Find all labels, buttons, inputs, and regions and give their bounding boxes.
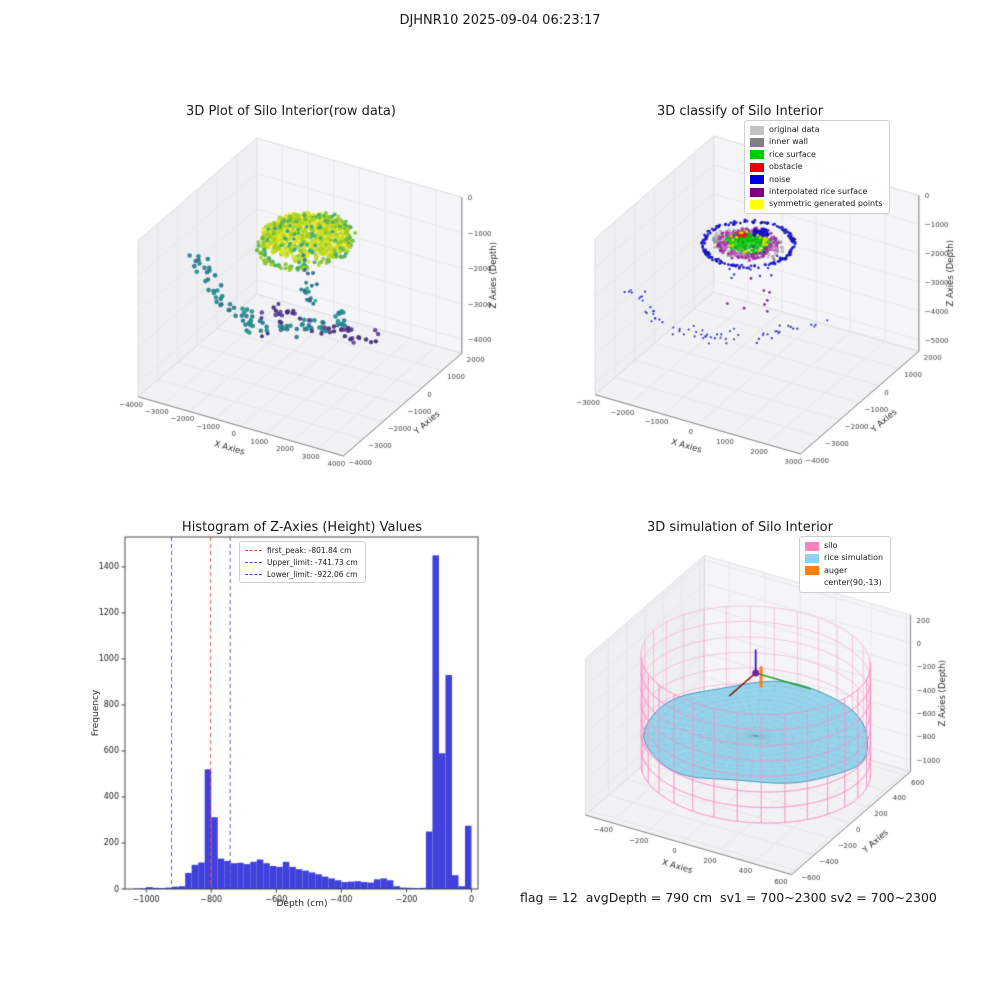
legend-item: interpolated rice surface (750, 187, 882, 197)
legend-color-patch (750, 162, 764, 172)
legend-label: Upper_limit: -741.73 cm (267, 557, 358, 567)
legend-color-patch (750, 175, 764, 185)
legend-label: noise (769, 174, 791, 184)
legend-label: first_peak: -801.84 cm (267, 546, 352, 555)
legend-item: noise (750, 175, 882, 185)
legend-label: Lower_limit: -922.06 cm (267, 569, 358, 579)
hist-ylabel: Frequency (91, 689, 101, 737)
legend-item: original data (750, 125, 882, 135)
legend-item: obstacle (750, 162, 882, 172)
legend-label: interpolated rice surface (769, 186, 868, 196)
legend-item: inner wall (750, 137, 882, 148)
legend-item: rice surface (750, 150, 882, 160)
legend-item: auger (805, 566, 883, 576)
legend-label: rice surface (769, 149, 816, 159)
legend-color-patch (805, 554, 819, 564)
legend-label: rice simulation (824, 553, 884, 563)
legend-item: Lower_limit: -922.06 cm (245, 570, 358, 580)
status-text: flag = 12 avgDepth = 790 cm sv1 = 700~23… (520, 890, 937, 905)
hist-xlabel: Depth (cm) (276, 899, 328, 909)
legend-label: silo (824, 541, 838, 550)
legend-item: first_peak: -801.84 cm (245, 546, 358, 556)
legend-label: inner wall (769, 137, 809, 147)
legend-color-patch (750, 125, 764, 135)
subplot-sim-title: 3D simulation of Silo Interior (647, 520, 833, 535)
legend-line-sample (245, 562, 262, 564)
legend-item: silo (805, 541, 883, 551)
subplot-raw3d-title: 3D Plot of Silo Interior(row data) (186, 104, 396, 119)
legend-item: center(90,-13) (805, 578, 883, 588)
subplot-histogram-title: Histogram of Z-Axies (Height) Values (181, 520, 423, 535)
legend-color-patch (805, 541, 819, 551)
legend-label: symmetric generated points (769, 199, 883, 209)
legend-item: Upper_limit: -741.73 cm (245, 558, 358, 568)
legend-color-patch (750, 200, 764, 210)
legend-color-patch (750, 138, 764, 148)
legend-item: rice simulation (805, 553, 884, 564)
legend-line-sample (245, 550, 262, 552)
legend-item: symmetric generated points (750, 199, 883, 210)
hist-legend: first_peak: -801.84 cm Upper_limit: -741.… (239, 541, 366, 584)
legend-color-patch (805, 566, 819, 576)
legend-label: obstacle (769, 162, 803, 172)
classify-legend: original data inner wall rice surface obsta… (744, 120, 891, 214)
legend-label: original data (769, 125, 820, 134)
sim-legend: silo rice simulation auger center(90,-13) (799, 536, 892, 593)
legend-line-sample (245, 573, 262, 575)
legend-color-patch (750, 150, 764, 160)
legend-label: center(90,-13) (824, 578, 882, 588)
legend-color-patch (750, 187, 764, 197)
legend-label: auger (824, 565, 848, 575)
subplot-classify-title: 3D classify of Silo Interior (656, 104, 824, 119)
figure-title: DJHNR10 2025-09-04 06:23:17 (399, 13, 601, 28)
